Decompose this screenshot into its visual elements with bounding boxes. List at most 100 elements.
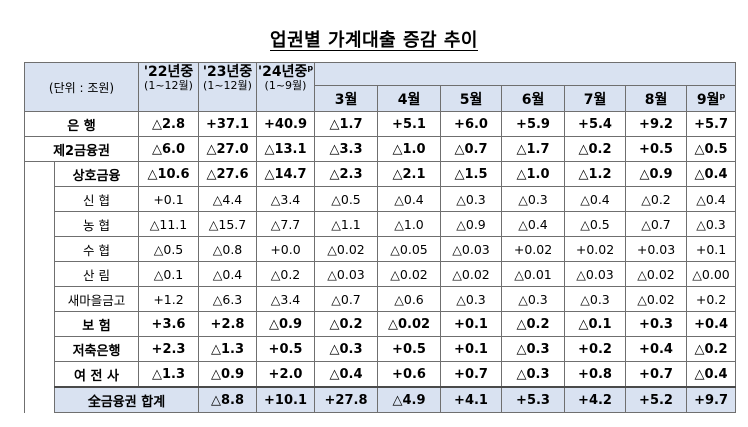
- value-cell: +5.9: [501, 111, 566, 137]
- value-cell: +0.5: [377, 336, 442, 362]
- value-cell: +0.5: [256, 336, 316, 362]
- month-header-9: 9월p: [686, 85, 737, 112]
- value-cell: △0.3: [686, 211, 737, 237]
- page-title: 업권별 가계대출 증감 추이: [270, 30, 478, 51]
- value-cell: △0.02: [625, 286, 688, 312]
- value-cell: △0.02: [440, 261, 503, 287]
- value-cell: △0.02: [625, 261, 688, 287]
- value-cell: △0.7: [625, 211, 688, 237]
- row-label: 산 림: [53, 261, 140, 287]
- value-cell: △0.02: [377, 311, 442, 337]
- value-cell: △1.3: [138, 361, 200, 388]
- table-row: 새마을금고 +1.2 △6.3 △3.4 △0.7 △0.6 △0.3 △0.3 △0.3 △0…: [25, 286, 737, 312]
- row-label: 수 협: [53, 236, 140, 262]
- value-cell: △7.7: [256, 211, 316, 237]
- value-cell: +0.1: [440, 311, 503, 337]
- value-cell: △0.7: [314, 286, 379, 312]
- value-cell: △1.2: [564, 161, 627, 187]
- value-cell: +27.8: [314, 386, 379, 413]
- value-cell: △0.3: [564, 286, 627, 312]
- row-label: 신 협: [53, 186, 140, 212]
- value-cell: △0.05: [377, 236, 442, 262]
- row-label: 새마을금고: [53, 286, 140, 312]
- value-cell: △0.4: [686, 361, 737, 388]
- value-cell: △0.00: [686, 261, 737, 287]
- value-cell: △10.6: [138, 161, 200, 187]
- row-label: 보 험: [53, 311, 140, 337]
- value-cell: △2.3: [314, 161, 379, 187]
- table-row: 여 전 사 △1.3 △0.9 +2.0 △0.4 +0.6 +0.7 △0.3 +0.8 +0…: [25, 361, 737, 388]
- value-cell: △4.4: [198, 186, 258, 212]
- table-row: 저축은행 +2.3 △1.3 +0.5 △0.3 +0.5 +0.1 △0.3 +0.2 +0.…: [25, 336, 737, 362]
- table-row: 수 협 △0.5 △0.8 +0.0 △0.02 △0.05 △0.03 +0.02 +0.0…: [25, 236, 737, 262]
- value-cell: +0.02: [564, 236, 627, 262]
- value-cell: +5.1: [377, 111, 442, 137]
- value-cell: △27.6: [198, 161, 258, 187]
- table-row: 은 행 △2.8 +37.1 +40.9 △1.7 +5.1 +6.0 +5.9 +5.4 +9…: [23, 111, 737, 137]
- value-cell: △1.0: [377, 136, 442, 162]
- value-cell: △0.3: [314, 336, 379, 362]
- value-cell: △0.4: [501, 211, 566, 237]
- row-label: 여 전 사: [53, 361, 140, 388]
- value-cell: +0.1: [138, 186, 200, 212]
- value-cell: △3.4: [256, 286, 316, 312]
- value-cell: +2.3: [138, 336, 200, 362]
- value-cell: △2.8: [138, 111, 200, 137]
- table-row: 보 험 +3.6 +2.8 △0.9 △0.2 △0.02 +0.1 △0.2 △0.1 +0.…: [25, 311, 737, 337]
- loan-table: (단위 : 조원) '22년중 (1~12월) '23년중 (1~12월) '24년…: [23, 62, 737, 413]
- value-cell: △3.4: [256, 186, 316, 212]
- value-cell: +3.6: [138, 311, 200, 337]
- value-cell: △8.8: [198, 386, 258, 413]
- value-cell: △0.4: [198, 261, 258, 287]
- value-cell: △11.1: [138, 211, 200, 237]
- value-cell: △0.9: [256, 311, 316, 337]
- value-cell: △0.03: [564, 261, 627, 287]
- value-cell: △0.5: [138, 236, 200, 262]
- value-cell: △1.7: [314, 111, 379, 137]
- value-cell: +0.3: [625, 311, 688, 337]
- value-cell: △1.3: [198, 336, 258, 362]
- value-cell: △1.7: [501, 136, 566, 162]
- value-cell: △0.2: [564, 136, 627, 162]
- value-cell: △14.7: [256, 161, 316, 187]
- value-cell: +40.9: [256, 111, 316, 137]
- value-cell: +0.1: [686, 236, 737, 262]
- indent-cell: [24, 161, 55, 413]
- value-cell: △6.3: [198, 286, 258, 312]
- value-cell: △0.4: [377, 186, 442, 212]
- value-cell: +5.7: [686, 111, 737, 137]
- value-cell: +5.3: [501, 386, 566, 413]
- value-cell: △4.9: [377, 386, 442, 413]
- value-cell: △0.4: [686, 186, 737, 212]
- row-label: 全금융권 합계: [53, 386, 200, 413]
- value-cell: +37.1: [198, 111, 258, 137]
- value-cell: +0.4: [625, 336, 688, 362]
- value-cell: +4.2: [564, 386, 627, 413]
- value-cell: △0.9: [198, 361, 258, 388]
- value-cell: +0.0: [256, 236, 316, 262]
- month-header-5: 5월: [440, 85, 503, 112]
- table-row: 全금융권 합계 △8.8 +10.1 +27.8 △4.9 +4.1 +5.3 +4.2 +5…: [25, 386, 737, 413]
- value-cell: △0.3: [440, 186, 503, 212]
- value-cell: △0.1: [564, 311, 627, 337]
- value-cell: △0.03: [440, 236, 503, 262]
- row-label: 저축은행: [53, 336, 140, 362]
- value-cell: +0.2: [686, 286, 737, 312]
- value-cell: △0.4: [686, 161, 737, 187]
- table-row: 상호금융 △10.6 △27.6 △14.7 △2.3 △2.1 △1.5 △1.0 △1.2…: [24, 161, 737, 413]
- value-cell: +9.2: [625, 111, 688, 137]
- value-cell: △0.2: [501, 311, 566, 337]
- value-cell: △0.01: [501, 261, 566, 287]
- year-header-2023: '23년중 (1~12월): [198, 62, 258, 112]
- value-cell: △0.3: [501, 336, 566, 362]
- value-cell: △0.4: [564, 186, 627, 212]
- month-header-7: 7월: [564, 85, 627, 112]
- value-cell: △0.4: [314, 361, 379, 388]
- row-label: 농 협: [53, 211, 140, 237]
- month-header-6: 6월: [501, 85, 566, 112]
- year-header-2022: '22년중 (1~12월): [138, 62, 200, 112]
- value-cell: +9.7: [686, 386, 737, 413]
- value-cell: △0.3: [501, 361, 566, 388]
- value-cell: +0.8: [564, 361, 627, 388]
- value-cell: △0.9: [440, 211, 503, 237]
